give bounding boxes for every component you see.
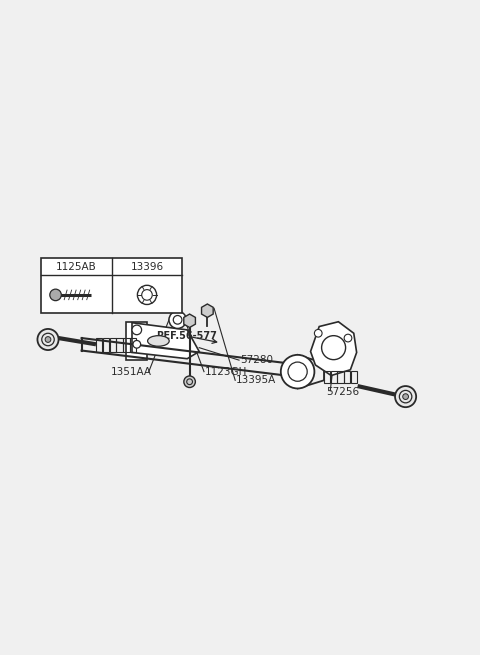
Bar	[96, 338, 102, 352]
Circle shape	[169, 311, 186, 328]
Bar	[41, 258, 182, 313]
Text: 57256: 57256	[326, 387, 360, 397]
Circle shape	[403, 394, 408, 400]
Circle shape	[132, 325, 142, 335]
Bar	[344, 371, 350, 383]
Text: 13396: 13396	[131, 261, 164, 272]
Text: 13395A: 13395A	[236, 375, 276, 385]
Circle shape	[137, 286, 156, 305]
Polygon shape	[184, 314, 195, 328]
Text: 57280: 57280	[240, 355, 273, 365]
Polygon shape	[132, 323, 199, 359]
Bar	[351, 371, 357, 383]
Circle shape	[314, 329, 322, 337]
Text: REF.56-577: REF.56-577	[156, 331, 217, 341]
Bar	[337, 371, 344, 383]
Bar	[130, 338, 136, 352]
Text: 1123GH: 1123GH	[205, 367, 247, 377]
Circle shape	[344, 334, 352, 342]
Polygon shape	[202, 304, 213, 318]
Circle shape	[50, 289, 61, 301]
Circle shape	[37, 329, 59, 350]
Text: 1351AA: 1351AA	[110, 367, 151, 377]
Polygon shape	[126, 322, 147, 360]
Text: 1125AB: 1125AB	[56, 261, 96, 272]
Bar	[331, 371, 337, 383]
Circle shape	[133, 341, 141, 348]
Circle shape	[281, 355, 314, 388]
Circle shape	[184, 376, 195, 388]
Polygon shape	[311, 322, 357, 375]
Circle shape	[395, 386, 416, 407]
Bar	[103, 338, 109, 352]
Bar	[123, 338, 130, 352]
Ellipse shape	[148, 335, 169, 346]
Circle shape	[45, 337, 51, 343]
Bar	[117, 338, 123, 352]
Bar	[109, 338, 116, 352]
Bar	[324, 371, 330, 383]
